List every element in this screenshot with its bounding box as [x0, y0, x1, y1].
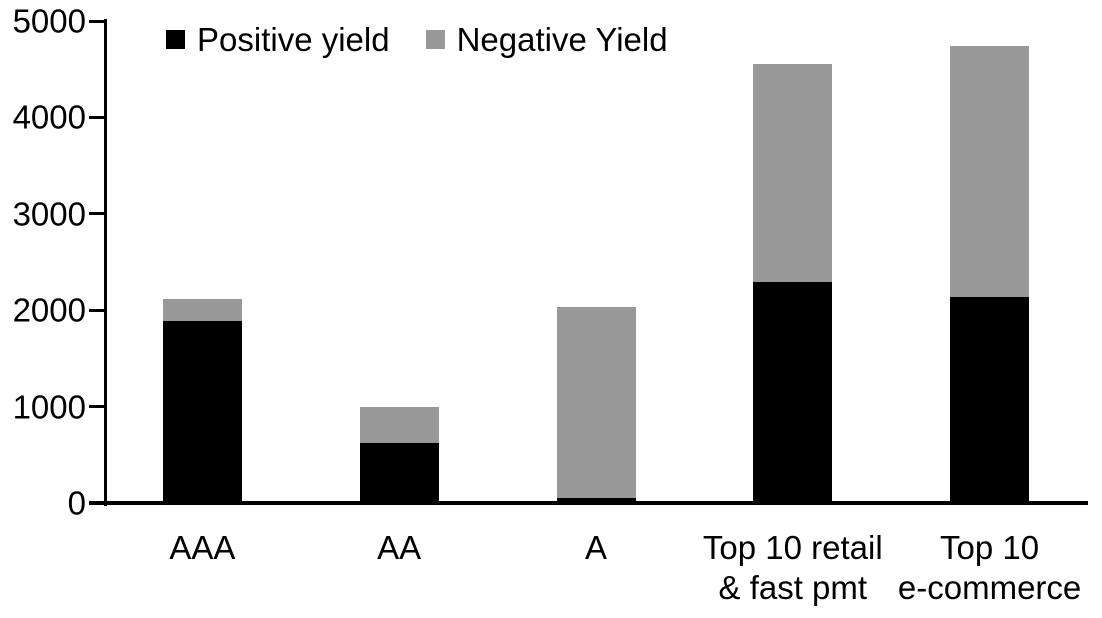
x-category-label-line: AA — [377, 529, 422, 566]
y-tick-label: 5000 — [12, 2, 86, 40]
y-tick-mark — [89, 405, 105, 409]
y-tick-label: 2000 — [12, 291, 86, 329]
chart-legend: Positive yield Negative Yield — [166, 20, 668, 58]
y-tick-mark — [89, 501, 105, 505]
legend-swatch-positive-yield-icon — [166, 29, 185, 49]
bar-segment-positive-yield-a — [556, 498, 636, 503]
y-tick-label: 3000 — [12, 195, 86, 233]
x-category-label-line: AAA — [169, 529, 236, 566]
x-category-label-top-10-retail-fast-pmt: Top 10 retail & fast pmt — [683, 528, 903, 608]
legend-item-negative-yield: Negative Yield — [425, 20, 668, 58]
x-category-label-line: A — [584, 529, 607, 566]
bar-segment-negative-yield-top-10-e-commerce — [950, 46, 1030, 297]
x-axis — [89, 501, 1088, 505]
legend-swatch-negative-yield-icon — [425, 29, 445, 49]
x-category-label-line: & fast pmt — [718, 569, 868, 606]
legend-item-positive-yield: Positive yield — [166, 23, 390, 56]
y-tick-label: 4000 — [12, 98, 86, 136]
y-tick-mark — [89, 19, 105, 23]
legend-label-positive-yield: Positive yield — [197, 20, 390, 58]
x-category-label-top-10-e-commerce: Top 10 e-commerce — [880, 528, 1100, 608]
y-axis — [104, 19, 107, 506]
bar-segment-negative-yield-aaa — [162, 298, 242, 321]
bar-segment-positive-yield-top-10-e-commerce — [950, 296, 1030, 503]
x-category-label-a: A — [486, 528, 706, 568]
y-tick-mark — [89, 115, 105, 119]
x-category-label-line: Top 10 retail — [702, 529, 883, 566]
legend-label-negative-yield: Negative Yield — [456, 20, 668, 58]
bar-segment-positive-yield-aaa — [162, 320, 242, 503]
y-tick-label: 1000 — [12, 388, 86, 426]
y-tick-mark — [89, 212, 105, 216]
y-tick-mark — [89, 308, 105, 312]
bar-segment-negative-yield-aa — [359, 406, 439, 444]
y-tick-label: 0 — [67, 484, 86, 522]
bar-segment-negative-yield-top-10-retail-fast-pmt — [753, 64, 833, 283]
x-category-label-aa: AA — [289, 528, 509, 568]
x-category-label-line: e-commerce — [897, 569, 1082, 606]
x-category-label-line: Top 10 — [940, 529, 1040, 566]
bar-segment-negative-yield-a — [556, 307, 636, 499]
x-category-label-aaa: AAA — [92, 528, 312, 568]
bar-segment-positive-yield-aa — [359, 443, 439, 503]
bar-segment-positive-yield-top-10-retail-fast-pmt — [753, 282, 833, 503]
